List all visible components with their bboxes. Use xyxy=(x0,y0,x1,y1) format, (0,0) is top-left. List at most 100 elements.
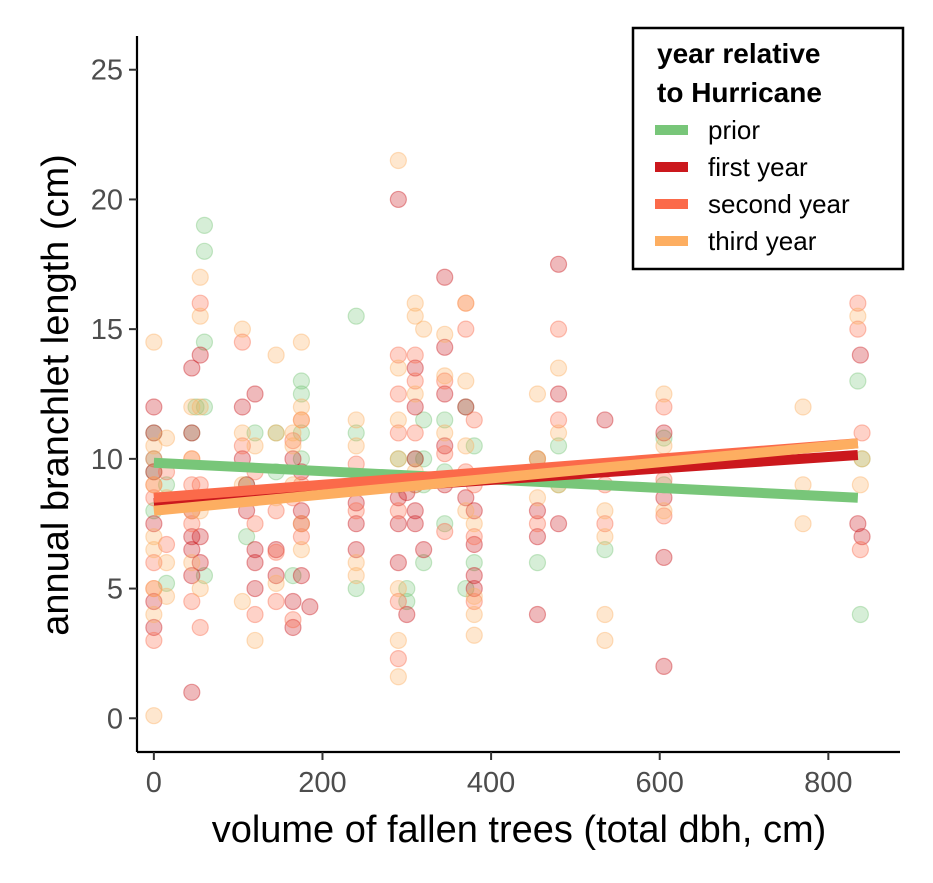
data-point-second-year xyxy=(849,294,867,312)
x-ticks: 0 200 400 600 800 xyxy=(146,752,853,799)
data-point-second-year xyxy=(389,650,407,668)
data-point-prior xyxy=(284,566,302,585)
data-point-prior xyxy=(292,385,311,403)
data-point-first-year xyxy=(183,528,201,546)
y-tick-label: 10 xyxy=(91,444,123,476)
data-point-first-year xyxy=(267,541,285,559)
data-point-third-year xyxy=(233,592,251,611)
data-point-first-year xyxy=(292,502,311,520)
data-point-first-year xyxy=(406,515,424,533)
data-point-third-year xyxy=(157,587,176,605)
data-point-third-year xyxy=(292,333,311,351)
data-point-prior xyxy=(465,554,483,572)
data-point-second-year xyxy=(406,372,424,390)
data-point-third-year xyxy=(246,631,264,650)
data-point-third-year xyxy=(267,424,285,442)
data-point-first-year xyxy=(853,528,871,546)
data-point-prior xyxy=(457,579,475,598)
legend: year relative to Hurricane prior first ye… xyxy=(631,26,905,271)
data-point-second-year xyxy=(465,411,483,429)
data-point-prior xyxy=(398,592,416,611)
data-point-prior xyxy=(347,424,365,442)
data-point-first-year xyxy=(389,190,407,209)
data-point-first-year xyxy=(406,398,424,416)
data-point-first-year xyxy=(301,598,319,616)
data-point-third-year xyxy=(655,385,673,403)
data-point-first-year xyxy=(436,268,454,286)
data-point-third-year xyxy=(347,411,365,429)
data-point-first-year xyxy=(267,566,285,585)
data-point-prior xyxy=(415,411,433,429)
data-point-third-year xyxy=(415,320,433,338)
data-point-prior xyxy=(292,372,311,390)
data-point-prior xyxy=(596,541,614,559)
data-point-prior xyxy=(415,554,433,572)
data-point-third-year xyxy=(389,411,407,429)
x-tick-label: 600 xyxy=(636,767,684,799)
data-point-prior xyxy=(406,450,424,468)
data-point-third-year xyxy=(191,398,209,416)
data-point-prior xyxy=(549,437,568,455)
data-point-first-year xyxy=(398,605,416,624)
legend-label-second-year: second year xyxy=(708,189,850,219)
data-point-first-year xyxy=(406,359,424,377)
data-point-first-year xyxy=(191,554,209,572)
data-point-second-year xyxy=(528,515,547,533)
data-point-second-year xyxy=(191,294,209,312)
data-point-second-year xyxy=(145,631,163,650)
data-point-third-year xyxy=(794,398,812,416)
data-point-third-year xyxy=(267,574,285,592)
data-point-third-year xyxy=(457,372,475,390)
data-point-first-year xyxy=(528,502,547,520)
data-point-first-year xyxy=(183,541,201,559)
data-point-prior xyxy=(389,450,407,468)
data-point-first-year xyxy=(183,424,201,442)
data-point-second-year xyxy=(406,424,424,442)
data-point-prior xyxy=(292,424,311,442)
data-point-prior xyxy=(415,450,433,468)
data-point-prior xyxy=(238,528,256,546)
data-point-second-year xyxy=(183,592,201,611)
data-point-first-year xyxy=(145,618,163,637)
data-point-third-year xyxy=(183,554,201,572)
data-point-second-year xyxy=(655,507,673,525)
data-point-third-year xyxy=(292,398,311,416)
data-point-third-year xyxy=(655,437,673,455)
data-point-third-year xyxy=(436,424,454,442)
data-point-first-year xyxy=(347,541,365,559)
data-point-second-year xyxy=(389,502,407,520)
data-point-first-year xyxy=(191,528,209,546)
data-point-second-year xyxy=(849,320,867,338)
data-point-first-year xyxy=(145,424,163,442)
data-point-third-year xyxy=(465,587,483,605)
data-point-third-year xyxy=(233,424,251,442)
data-point-first-year xyxy=(415,541,433,559)
data-point-third-year xyxy=(284,437,302,455)
data-point-third-year xyxy=(145,605,163,624)
data-point-second-year xyxy=(389,346,407,364)
data-point-first-year xyxy=(389,554,407,572)
data-point-second-year xyxy=(246,605,264,624)
data-point-third-year xyxy=(145,476,163,494)
data-point-second-year xyxy=(436,522,454,541)
data-point-second-year xyxy=(851,541,869,559)
data-point-prior xyxy=(195,566,214,585)
data-point-first-year xyxy=(655,548,673,567)
data-point-second-year xyxy=(183,515,201,533)
data-point-prior xyxy=(849,372,867,390)
data-point-second-year xyxy=(389,592,407,611)
data-point-prior xyxy=(851,605,869,624)
data-point-first-year xyxy=(246,541,264,559)
data-point-prior xyxy=(655,429,673,447)
data-point-first-year xyxy=(145,398,163,416)
data-point-second-year xyxy=(406,346,424,364)
data-point-first-year xyxy=(191,346,209,364)
data-point-first-year xyxy=(655,657,673,675)
data-point-prior xyxy=(267,424,285,442)
y-axis-title: annual branchlet length (cm) xyxy=(35,154,77,636)
data-point-third-year xyxy=(457,502,475,520)
data-point-third-year xyxy=(794,515,812,533)
trend-line-third-year xyxy=(153,438,859,516)
data-point-first-year xyxy=(851,346,869,364)
data-point-third-year xyxy=(389,151,407,170)
